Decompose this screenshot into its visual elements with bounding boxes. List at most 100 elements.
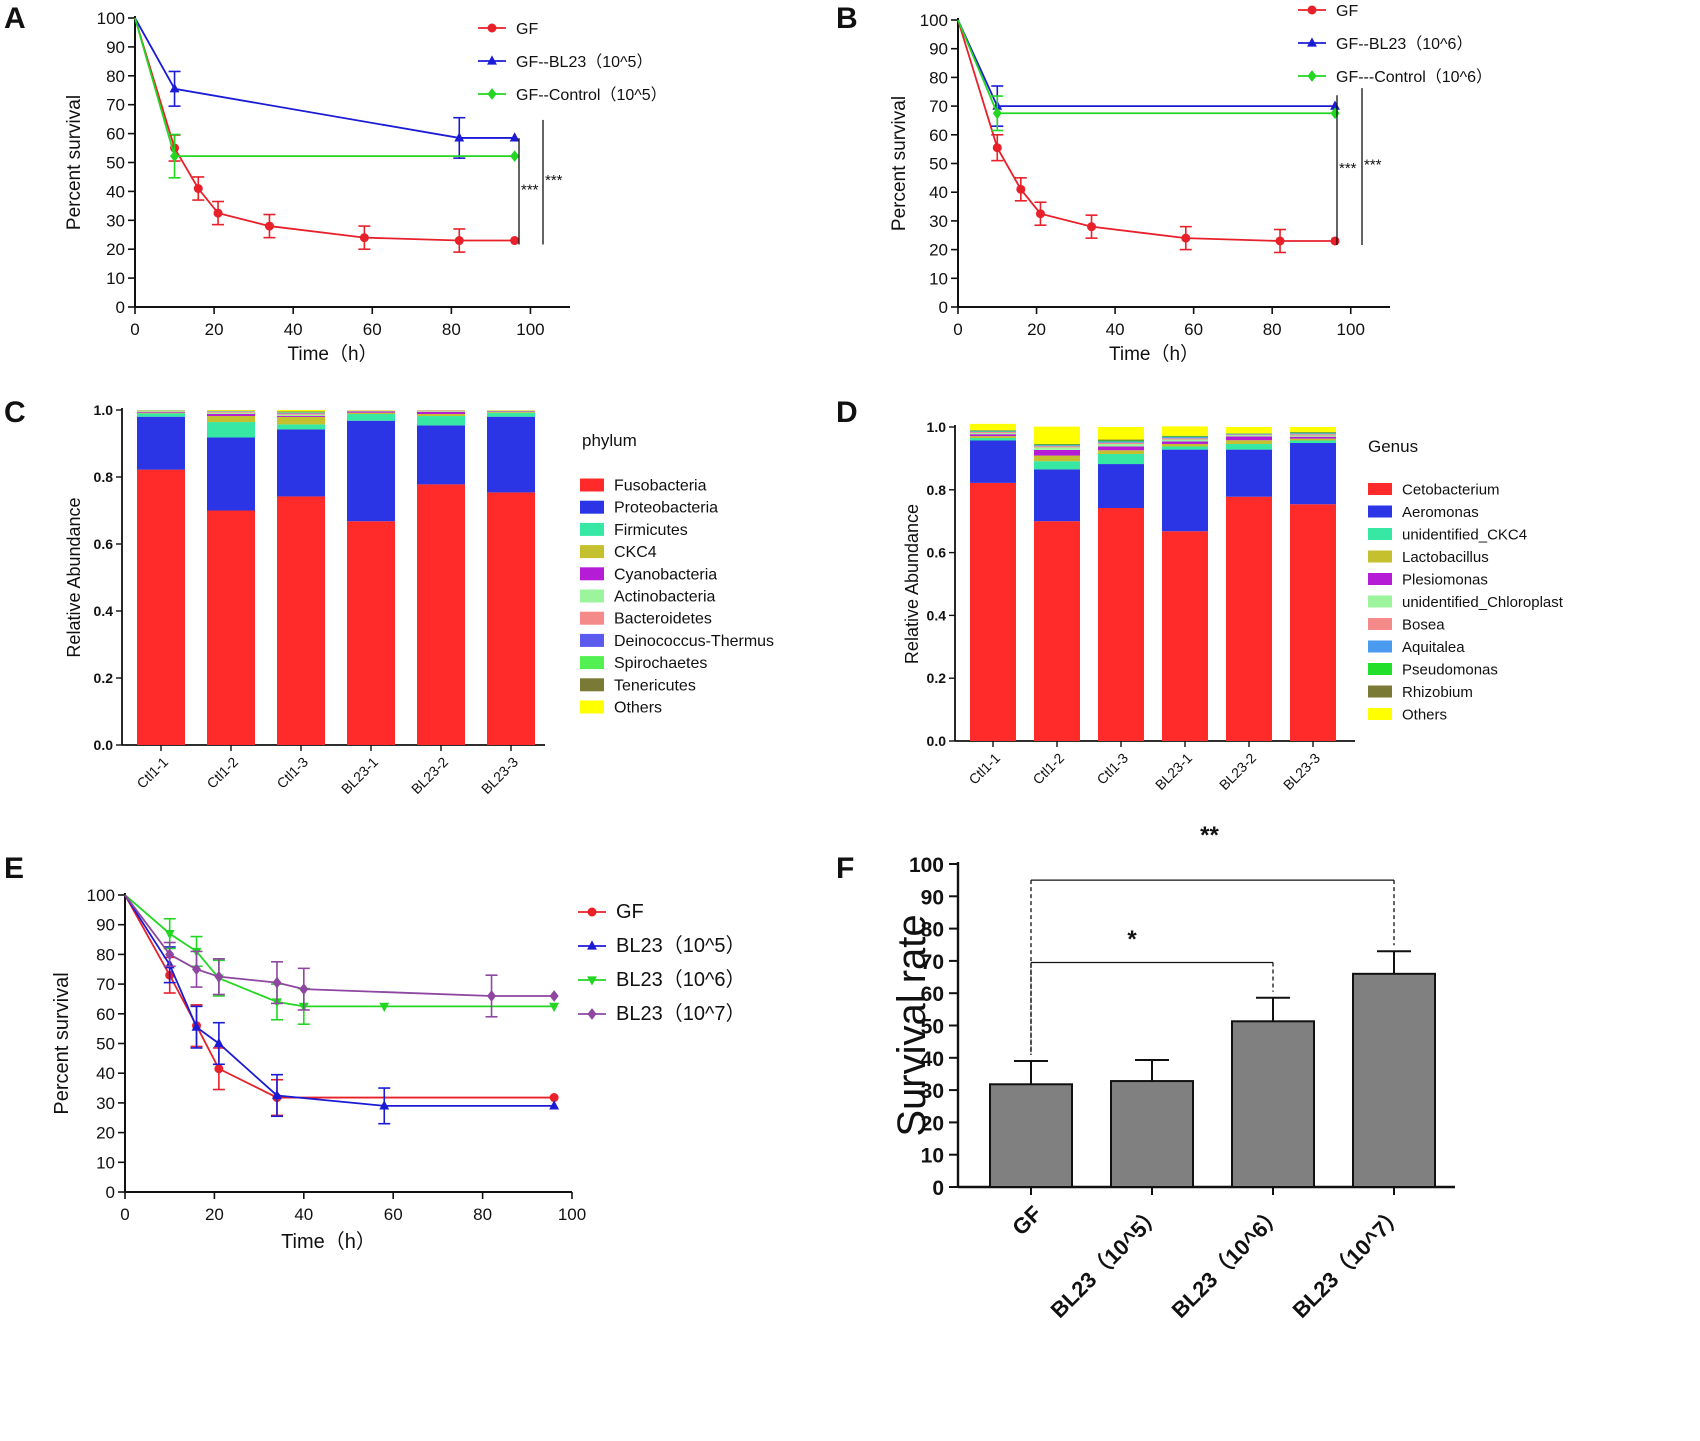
legend-label: Proteobacteria: [614, 500, 718, 517]
bar-segment-fusobacteria: [487, 492, 535, 745]
legend-title: phylum: [582, 431, 637, 450]
bar-segment-pseudomonas: [1162, 436, 1208, 438]
data-point: [170, 150, 180, 162]
data-point: [164, 930, 175, 940]
legend-label: Aeromonas: [1402, 504, 1479, 521]
bar-segment-actinobacteria: [347, 410, 395, 412]
series-line: [134, 17, 515, 139]
y-axis-label: Survival rate: [890, 914, 934, 1136]
data-point: [169, 83, 180, 93]
y-axis-label: Percent survival: [64, 95, 85, 230]
data-point: [1181, 233, 1191, 243]
y-tick-label: 0.2: [94, 670, 114, 686]
legend-label: Others: [1402, 707, 1447, 724]
y-tick-label: 90: [106, 38, 125, 57]
x-tick-label: Ctl1-2: [203, 754, 241, 792]
significance-label: **: [1200, 822, 1219, 849]
bar-segment-unidentified-chloroplast: [970, 432, 1016, 435]
data-point: [1087, 222, 1097, 232]
legend: GF GF--BL23（10^6） GF---Control（10^6）: [1298, 3, 1492, 86]
bar-segment-firmicutes: [207, 422, 255, 438]
bar-segment-aquitalea: [1290, 433, 1336, 435]
bar-segment-actinobacteria: [207, 412, 255, 415]
data-point: [992, 143, 1002, 153]
bar-segment-pseudomonas: [1290, 432, 1336, 434]
data-point: [487, 990, 497, 1002]
y-tick-label: 80: [106, 67, 125, 86]
y-axis-label: Relative Abundance: [64, 497, 84, 657]
significance-label: ***: [521, 181, 539, 198]
bar-segment-unidentified-ckc4: [970, 437, 1016, 441]
legend-swatch: [580, 589, 604, 603]
bar-segment-others: [1034, 426, 1080, 444]
series-gf-bl23-10-5: [134, 17, 520, 159]
x-tick-label: BL23-3: [478, 754, 521, 797]
legend-label: Aquitalea: [1402, 639, 1465, 656]
panel-d: D 0.0 0.2 0.4 0.6 0.8 1.0 Relative Abundance Ctl…: [836, 396, 1564, 793]
x-axis-label: Time（h）: [287, 343, 377, 365]
bar-segment-others: [1226, 427, 1272, 434]
bar-segment-others: [1162, 426, 1208, 436]
panel-letter: C: [4, 396, 26, 429]
bar-segment-cetobacterium: [1226, 496, 1272, 741]
bar-segment-bosea: [970, 432, 1016, 433]
legend-label: Plesiomonas: [1402, 572, 1488, 589]
legend-label: BL23（10^7）: [616, 1002, 745, 1025]
legend-label: Bacteroidetes: [614, 611, 712, 628]
x-tick-label: BL23-3: [1280, 750, 1323, 793]
bar-segment-ckc4: [487, 412, 535, 413]
x-tick-label: 100: [516, 320, 544, 339]
series-line: [124, 894, 555, 1107]
legend-marker: [1307, 37, 1317, 47]
bar-segment-aeromonas: [1162, 449, 1208, 532]
legend-label: Deinococcus-Thermus: [614, 633, 774, 650]
y-tick-label: 10: [106, 269, 125, 288]
data-point: [272, 976, 282, 989]
y-tick-label: 10: [929, 269, 948, 288]
y-tick-label: 30: [921, 1080, 944, 1103]
bar-segment-ckc4: [277, 417, 325, 425]
bar-segment-rhizobium: [1290, 432, 1336, 433]
bar-segment-rhizobium: [1034, 443, 1080, 445]
series-bl23-10-7: [124, 894, 559, 1018]
y-tick-label: 100: [87, 886, 115, 905]
y-tick-label: 90: [929, 40, 948, 59]
x-tick-label: 60: [363, 320, 382, 339]
data-point: [549, 1002, 560, 1012]
data-point: [192, 963, 202, 976]
bar-segment-aeromonas: [1034, 469, 1080, 522]
y-tick-label: 80: [921, 919, 944, 942]
y-tick-label: 50: [929, 155, 948, 174]
bar-segment-lactobacillus: [1098, 450, 1144, 455]
legend-swatch: [1368, 505, 1392, 518]
panel-e: E 0 10 20 30 40 50 60 70 80 90 100 0 20 40 60 80 100 Time（…: [4, 852, 745, 1253]
y-tick-label: 70: [96, 975, 115, 994]
y-tick-label: 0.0: [94, 737, 114, 753]
data-point: [1016, 184, 1026, 194]
data-point: [214, 970, 224, 983]
bar-segment-lactobacillus: [1290, 438, 1336, 441]
x-tick-label: BL23-2: [408, 754, 451, 797]
bar-segment-rhizobium: [970, 430, 1016, 431]
series-line: [957, 19, 1336, 107]
significance-label: ***: [1364, 157, 1382, 174]
legend-label: GF: [1336, 3, 1358, 20]
bar-segment-bacteroidetes: [417, 410, 465, 412]
bar-bl23-10-5: [1110, 1080, 1194, 1189]
x-tick-label: 60: [384, 1205, 403, 1224]
bar-ctl1-1: [137, 410, 185, 745]
bar-bl23-1: [347, 410, 395, 745]
data-point: [1035, 209, 1045, 219]
panel-letter: F: [836, 852, 854, 885]
bar-segment-fusobacteria: [137, 469, 185, 745]
data-point: [509, 132, 520, 142]
data-point: [549, 1100, 560, 1110]
y-tick-label: 60: [96, 1005, 115, 1024]
y-tick-label: 20: [96, 1124, 115, 1143]
y-tick-label: 10: [921, 1145, 944, 1168]
x-tick-label: Ctl1-1: [133, 754, 171, 792]
data-point: [454, 132, 465, 142]
y-tick-label: 40: [106, 182, 125, 201]
x-tick-label: 100: [1337, 320, 1365, 339]
x-tick-label: 0: [130, 320, 139, 339]
